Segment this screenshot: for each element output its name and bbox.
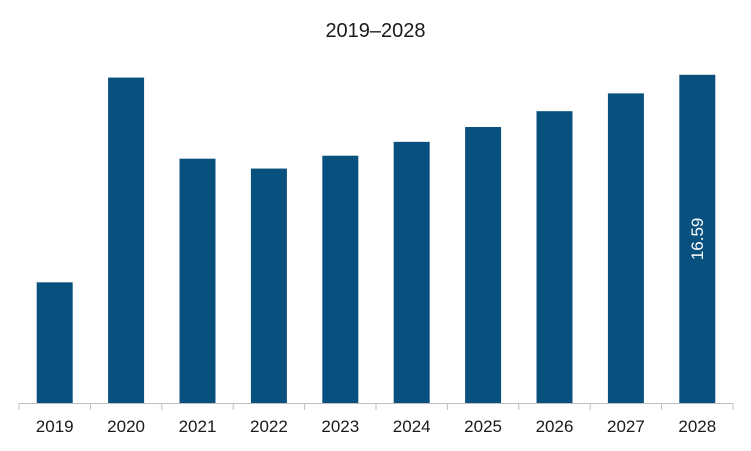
x-axis: 2019 2020 2021 2022 2023 2024 2025 2026 2027 2028 — [18, 403, 734, 436]
x-tick-label-2021: 2021 — [179, 417, 217, 436]
bar-2021 — [179, 158, 216, 403]
x-tick-label-2020: 2020 — [107, 417, 145, 436]
x-tick-label-2028: 2028 — [678, 417, 716, 436]
chart-title: 2019–2028 — [325, 20, 425, 42]
x-tick-label-2025: 2025 — [464, 417, 502, 436]
bar-2019 — [36, 282, 73, 403]
x-tick-label-2024: 2024 — [393, 417, 431, 436]
bar-2023 — [322, 155, 359, 403]
data-label-2028: 16.59 — [688, 218, 707, 261]
x-tick-label-2022: 2022 — [250, 417, 288, 436]
x-tick-label-2019: 2019 — [36, 417, 74, 436]
bar-2026 — [536, 111, 573, 403]
x-tick-label-2027: 2027 — [607, 417, 645, 436]
data-labels-group: 16.59 — [688, 218, 707, 261]
bar-2020 — [108, 77, 145, 403]
bar-2024 — [393, 141, 430, 403]
x-tick-label-2026: 2026 — [536, 417, 574, 436]
bars-group — [36, 74, 716, 404]
bar-2028 — [679, 74, 716, 403]
bar-2022 — [250, 168, 287, 403]
bar-2027 — [607, 93, 644, 403]
bar-2025 — [465, 127, 502, 404]
x-tick-label-2023: 2023 — [321, 417, 359, 436]
